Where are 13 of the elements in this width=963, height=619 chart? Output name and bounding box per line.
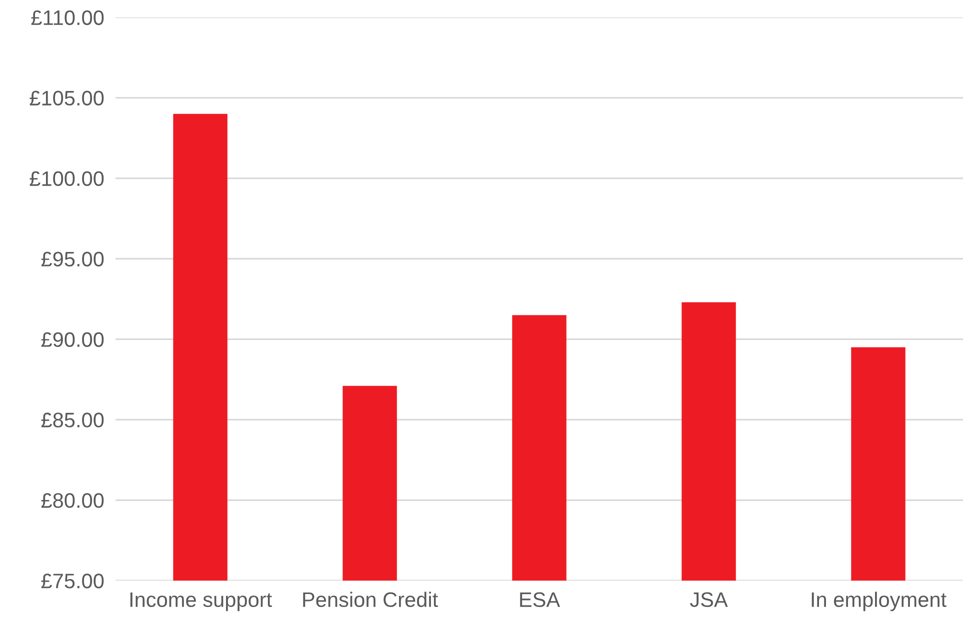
x-tick-label: ESA xyxy=(520,592,560,608)
y-tick-label: £75.00 xyxy=(41,574,104,588)
y-tick-label: £100.00 xyxy=(30,171,104,186)
y-tick-label: £90.00 xyxy=(41,332,104,347)
y-tick-label: £80.00 xyxy=(41,493,104,508)
x-tick-label: Income support xyxy=(130,592,272,612)
y-tick-label: £110.00 xyxy=(31,10,104,26)
y-tick-label: £105.00 xyxy=(30,90,104,106)
y-tick-label: £85.00 xyxy=(41,412,104,428)
x-tick-label: Pension Credit xyxy=(303,592,438,608)
x-tick-label: JSA xyxy=(690,592,728,608)
y-tick-label: £95.00 xyxy=(41,252,104,266)
x-tick-label: In employment xyxy=(812,592,946,612)
